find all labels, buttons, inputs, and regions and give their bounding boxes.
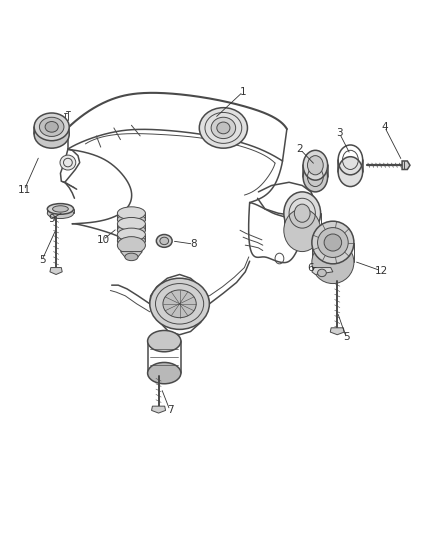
Text: 9: 9: [48, 214, 55, 223]
Text: 3: 3: [336, 128, 343, 138]
Ellipse shape: [284, 192, 321, 235]
Ellipse shape: [318, 269, 326, 277]
Polygon shape: [312, 268, 333, 274]
Ellipse shape: [34, 120, 69, 148]
Polygon shape: [120, 252, 142, 257]
Ellipse shape: [117, 237, 145, 254]
Ellipse shape: [294, 204, 310, 222]
Ellipse shape: [53, 206, 68, 212]
Ellipse shape: [156, 235, 172, 247]
Ellipse shape: [117, 213, 145, 226]
Ellipse shape: [117, 207, 145, 220]
Polygon shape: [330, 328, 344, 335]
Text: 5: 5: [343, 332, 350, 342]
Ellipse shape: [284, 209, 321, 252]
Text: 11: 11: [18, 185, 31, 195]
Text: 10: 10: [96, 235, 110, 245]
Ellipse shape: [324, 234, 342, 251]
Ellipse shape: [117, 235, 145, 247]
Ellipse shape: [307, 156, 323, 175]
Ellipse shape: [199, 108, 247, 148]
Ellipse shape: [150, 278, 209, 329]
Ellipse shape: [117, 224, 145, 237]
Ellipse shape: [125, 253, 138, 261]
Ellipse shape: [148, 362, 181, 384]
Text: 5: 5: [39, 255, 46, 265]
Text: 8: 8: [190, 239, 197, 249]
Ellipse shape: [34, 113, 69, 141]
Polygon shape: [402, 161, 410, 169]
Text: 6: 6: [307, 263, 314, 272]
Ellipse shape: [117, 217, 145, 230]
Ellipse shape: [211, 117, 236, 139]
Text: 2: 2: [297, 144, 304, 154]
Ellipse shape: [303, 150, 328, 180]
Ellipse shape: [39, 117, 64, 136]
Text: 12: 12: [374, 266, 388, 276]
Ellipse shape: [338, 157, 363, 187]
Ellipse shape: [217, 122, 230, 134]
Text: 1: 1: [240, 87, 247, 96]
Polygon shape: [152, 406, 166, 413]
Ellipse shape: [318, 228, 348, 257]
Ellipse shape: [160, 237, 169, 245]
Ellipse shape: [312, 221, 354, 264]
Ellipse shape: [47, 208, 74, 219]
Ellipse shape: [148, 330, 181, 352]
Ellipse shape: [312, 241, 354, 284]
Text: 7: 7: [166, 406, 173, 415]
Text: 4: 4: [381, 122, 388, 132]
Ellipse shape: [163, 290, 196, 318]
Ellipse shape: [45, 122, 58, 132]
Ellipse shape: [60, 155, 76, 170]
Ellipse shape: [47, 204, 74, 214]
Ellipse shape: [117, 228, 145, 241]
Ellipse shape: [303, 162, 328, 192]
Polygon shape: [50, 268, 62, 274]
